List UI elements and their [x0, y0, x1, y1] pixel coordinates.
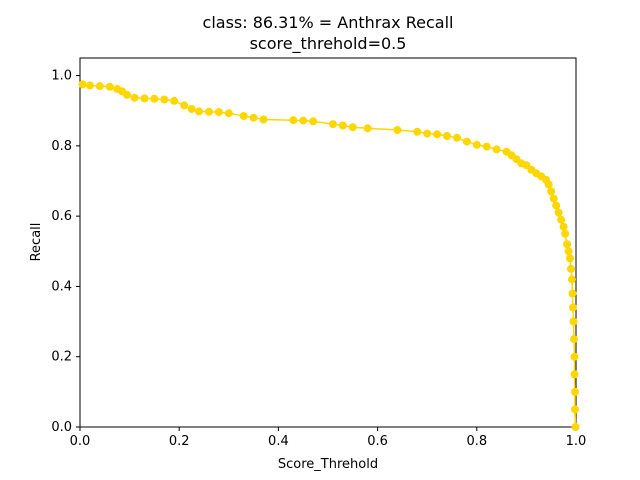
x-axis-label: Score_Threhold: [278, 457, 378, 472]
y-tick-label: 0.4: [51, 279, 72, 294]
x-tick-label: 0.2: [169, 434, 190, 449]
y-axis-ticks: 0.0 0.2 0.4 0.6 0.8 1.0: [51, 69, 80, 435]
data-point: [557, 215, 566, 224]
data-point: [567, 264, 575, 273]
data-point: [564, 247, 573, 256]
data-point: [289, 116, 298, 125]
data-point: [559, 222, 568, 231]
data-point: [95, 82, 104, 91]
y-axis-label: Recall: [29, 223, 44, 262]
data-point: [443, 132, 451, 140]
data-point: [105, 82, 114, 91]
y-tick-label: 0.8: [51, 139, 72, 154]
data-point: [85, 81, 94, 90]
x-tick-label: 0.8: [466, 434, 487, 449]
data-point: [453, 133, 461, 142]
data-point: [571, 387, 579, 396]
data-point: [569, 303, 577, 312]
data-point: [249, 113, 258, 122]
data-point: [569, 317, 578, 326]
y-tick-label: 0.0: [51, 420, 72, 435]
data-point: [214, 108, 223, 117]
data-point: [393, 126, 402, 134]
data-point: [570, 335, 578, 344]
x-tick-label: 1.0: [566, 434, 587, 449]
y-tick-label: 0.6: [51, 209, 72, 224]
data-point: [338, 121, 347, 130]
x-tick-label: 0.0: [70, 434, 91, 449]
data-point: [160, 95, 169, 104]
data-point: [329, 120, 337, 129]
data-point: [130, 93, 139, 102]
data-point: [195, 107, 203, 116]
x-tick-label: 0.6: [367, 434, 388, 449]
data-point: [568, 289, 577, 298]
data-point: [299, 116, 308, 125]
x-axis-ticks: 0.0 0.2 0.4 0.6 0.8 1.0: [70, 427, 587, 449]
data-point: [462, 137, 471, 146]
data-point: [570, 352, 579, 361]
data-point: [492, 145, 501, 154]
data-point: [549, 194, 558, 203]
data-point: [239, 112, 248, 120]
data-point: [547, 187, 556, 196]
data-point: [552, 201, 561, 210]
data-point: [563, 240, 572, 249]
data-point: [570, 370, 579, 379]
y-tick-label: 0.2: [51, 350, 72, 365]
data-point: [433, 130, 442, 139]
data-point: [140, 94, 149, 103]
data-point: [180, 101, 189, 110]
data-point: [363, 124, 372, 133]
data-point: [571, 423, 580, 431]
data-point: [309, 117, 318, 126]
data-point: [561, 229, 570, 238]
data-point: [224, 109, 233, 118]
data-point: [566, 254, 574, 263]
data-point: [150, 94, 159, 103]
y-tick-label: 1.0: [51, 69, 72, 84]
plot-frame: [79, 57, 577, 428]
chart-title: class: 86.31% = Anthrax Recall: [203, 13, 454, 32]
data-point: [568, 275, 576, 284]
data-point: [123, 90, 132, 99]
data-point: [571, 405, 579, 414]
data-point: [544, 180, 553, 189]
x-tick-label: 0.4: [268, 434, 289, 449]
series-points: [78, 80, 580, 431]
data-point: [205, 107, 213, 116]
data-point: [78, 80, 87, 89]
data-point: [413, 127, 422, 136]
data-point: [187, 105, 196, 113]
data-point: [554, 208, 563, 217]
chart-subtitle: score_threhold=0.5: [250, 34, 407, 54]
data-point: [259, 115, 268, 124]
data-point: [482, 142, 491, 151]
data-point: [170, 96, 179, 105]
series-line: [82, 83, 577, 428]
data-point: [348, 123, 357, 132]
data-point: [423, 129, 432, 138]
data-point: [472, 140, 481, 149]
